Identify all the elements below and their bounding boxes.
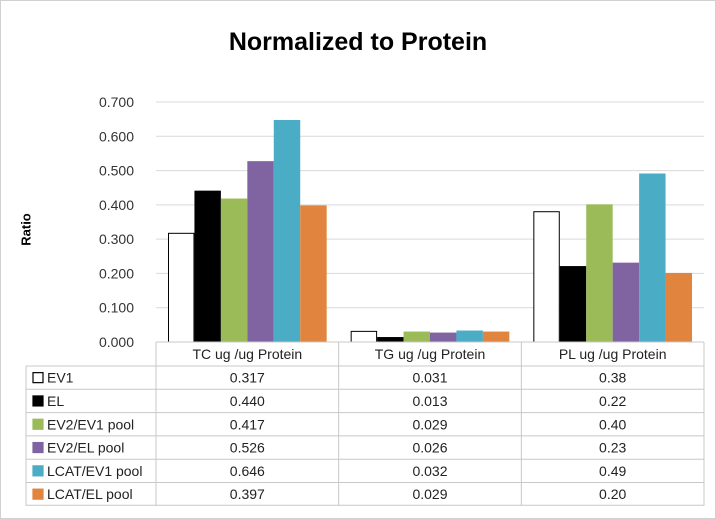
bar	[194, 190, 221, 343]
table-cell-value: 0.026	[412, 440, 447, 456]
table-cell-value: 0.417	[230, 416, 265, 432]
y-tick-label: 0.000	[99, 334, 134, 350]
x-category-label: TC ug /ug Protein	[192, 346, 302, 362]
table-cell-value: 0.317	[230, 370, 265, 386]
legend-label: EV1	[47, 370, 74, 386]
table-cell-value: 0.526	[230, 440, 265, 456]
legend-key	[32, 418, 44, 430]
x-category-label: PL ug /ug Protein	[559, 346, 667, 362]
bar	[586, 204, 613, 343]
chart-title: Normalized to Protein	[228, 28, 488, 56]
table-cell-value: 0.029	[412, 416, 447, 432]
bar	[665, 272, 692, 343]
table-cell-value: 0.031	[412, 370, 447, 386]
bar	[350, 330, 378, 343]
bar	[456, 330, 483, 343]
bar	[300, 205, 327, 343]
table-cell-value: 0.397	[230, 486, 265, 502]
y-tick-label: 0.700	[99, 94, 134, 110]
legend-key	[32, 372, 44, 384]
bar	[220, 198, 248, 343]
legend-key	[32, 488, 44, 500]
table-cell-value: 0.013	[412, 393, 447, 409]
bar	[533, 211, 560, 343]
x-category-label: TG ug /ug Protein	[375, 346, 486, 362]
y-tick-label: 0.300	[99, 231, 134, 247]
legend-label: LCAT/EL pool	[47, 486, 133, 502]
bar	[168, 232, 195, 343]
legend-label: EL	[47, 393, 64, 409]
bar	[430, 332, 457, 343]
legend-label: EV2/EL pool	[47, 440, 124, 456]
y-tick-label: 0.500	[99, 163, 134, 179]
legend-key	[32, 465, 44, 477]
y-tick-label: 0.200	[99, 265, 134, 281]
table-cell-value: 0.440	[230, 393, 265, 409]
legend-key	[32, 395, 44, 407]
table-cell-value: 0.23	[599, 440, 626, 456]
table-cell-value: 0.38	[599, 370, 626, 386]
table-cell-value: 0.22	[599, 393, 626, 409]
table-cell-value: 0.40	[599, 416, 626, 432]
legend-key	[32, 441, 44, 454]
legend-label: EV2/EV1 pool	[47, 416, 134, 432]
table-cell-value: 0.646	[230, 463, 265, 479]
y-tick-label: 0.100	[99, 300, 134, 316]
bar	[247, 161, 274, 343]
table-cell-value: 0.49	[599, 463, 626, 479]
bar	[403, 331, 430, 343]
table-cell-value: 0.029	[412, 486, 447, 502]
legend-label: LCAT/EV1 pool	[47, 463, 142, 479]
bar	[639, 173, 666, 343]
bar	[559, 266, 587, 343]
y-tick-label: 0.400	[99, 197, 134, 213]
table-cell-value: 0.032	[412, 463, 447, 479]
bar	[482, 331, 510, 343]
bar	[612, 262, 640, 343]
bar	[273, 120, 301, 343]
table-cell-value: 0.20	[599, 486, 626, 502]
bar	[377, 337, 404, 343]
y-tick-label: 0.600	[99, 128, 134, 144]
